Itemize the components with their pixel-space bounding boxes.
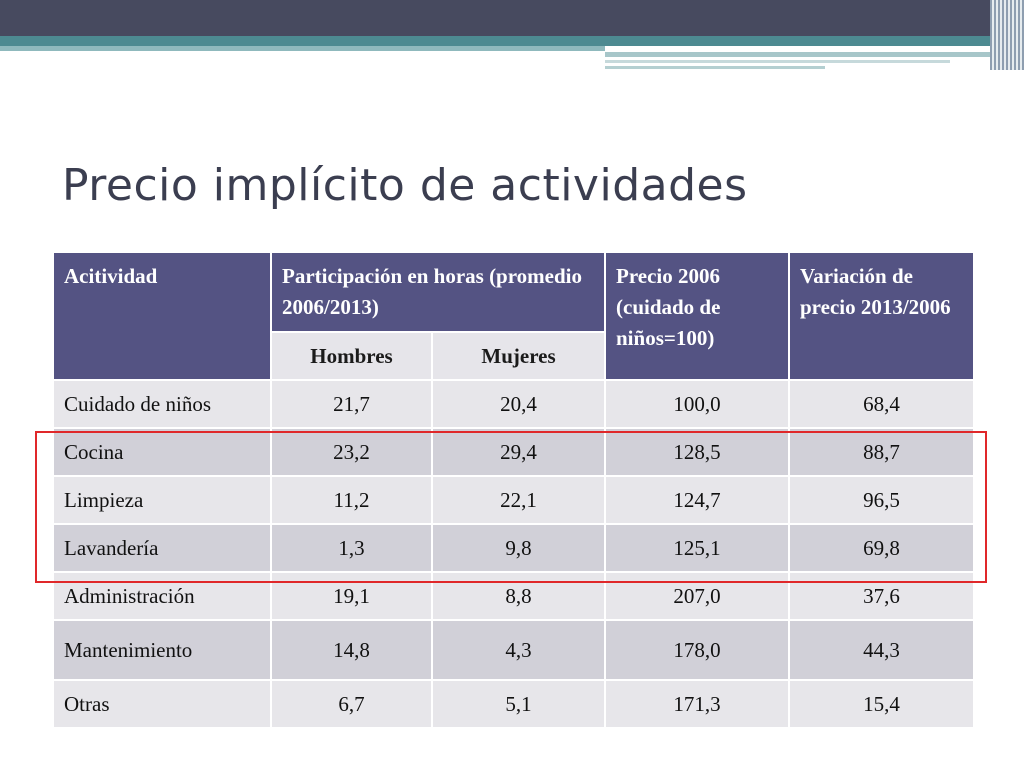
slide-title: Precio implícito de actividades bbox=[62, 160, 748, 211]
cell-price-2006: 125,1 bbox=[604, 523, 790, 573]
cell-women: 8,8 bbox=[431, 571, 606, 621]
header-participation: Participación en horas (promedio 2006/20… bbox=[270, 251, 606, 333]
top-decorative-bar bbox=[0, 0, 1024, 36]
cell-men: 6,7 bbox=[270, 679, 433, 729]
cell-activity: Mantenimiento bbox=[52, 619, 272, 681]
cell-activity: Cuidado de niños bbox=[52, 379, 272, 429]
cell-price-2006: 207,0 bbox=[604, 571, 790, 621]
cell-women: 22,1 bbox=[431, 475, 606, 525]
table-row: Lavandería 1,3 9,8 125,1 69,8 bbox=[52, 523, 975, 573]
cell-variation: 68,4 bbox=[788, 379, 975, 429]
cell-price-2006: 124,7 bbox=[604, 475, 790, 525]
teal-accent-line bbox=[605, 60, 950, 63]
cell-women: 5,1 bbox=[431, 679, 606, 729]
cell-activity: Limpieza bbox=[52, 475, 272, 525]
cell-price-2006: 178,0 bbox=[604, 619, 790, 681]
cell-variation: 96,5 bbox=[788, 475, 975, 525]
cell-variation: 44,3 bbox=[788, 619, 975, 681]
cell-activity: Administración bbox=[52, 571, 272, 621]
cell-activity: Lavandería bbox=[52, 523, 272, 573]
table-row: Mantenimiento 14,8 4,3 178,0 44,3 bbox=[52, 619, 975, 681]
cell-price-2006: 171,3 bbox=[604, 679, 790, 729]
header-variation: Variación de precio 2013/2006 bbox=[788, 251, 975, 381]
table-row: Cocina 23,2 29,4 128,5 88,7 bbox=[52, 427, 975, 477]
cell-women: 9,8 bbox=[431, 523, 606, 573]
cell-women: 20,4 bbox=[431, 379, 606, 429]
cell-price-2006: 100,0 bbox=[604, 379, 790, 429]
table-row: Administración 19,1 8,8 207,0 37,6 bbox=[52, 571, 975, 621]
cell-men: 14,8 bbox=[270, 619, 433, 681]
teal-accent-band bbox=[0, 36, 1000, 46]
cell-activity: Otras bbox=[52, 679, 272, 729]
teal-accent-line bbox=[605, 52, 1000, 57]
cell-women: 4,3 bbox=[431, 619, 606, 681]
cell-men: 11,2 bbox=[270, 475, 433, 525]
teal-accent-line bbox=[0, 46, 605, 51]
cell-women: 29,4 bbox=[431, 427, 606, 477]
decorative-stripes bbox=[990, 0, 1024, 70]
activity-price-table: Acitividad Participación en horas (prome… bbox=[52, 251, 975, 729]
teal-accent-line bbox=[605, 66, 825, 69]
cell-men: 21,7 bbox=[270, 379, 433, 429]
header-men: Hombres bbox=[270, 331, 433, 381]
table-row: Cuidado de niños 21,7 20,4 100,0 68,4 bbox=[52, 379, 975, 429]
table-row: Otras 6,7 5,1 171,3 15,4 bbox=[52, 679, 975, 729]
cell-variation: 69,8 bbox=[788, 523, 975, 573]
cell-variation: 37,6 bbox=[788, 571, 975, 621]
header-activity: Acitividad bbox=[52, 251, 272, 381]
cell-variation: 88,7 bbox=[788, 427, 975, 477]
cell-price-2006: 128,5 bbox=[604, 427, 790, 477]
cell-men: 23,2 bbox=[270, 427, 433, 477]
table-row: Limpieza 11,2 22,1 124,7 96,5 bbox=[52, 475, 975, 525]
header-women: Mujeres bbox=[431, 331, 606, 381]
header-price-2006: Precio 2006 (cuidado de niños=100) bbox=[604, 251, 790, 381]
cell-activity: Cocina bbox=[52, 427, 272, 477]
cell-men: 19,1 bbox=[270, 571, 433, 621]
cell-men: 1,3 bbox=[270, 523, 433, 573]
cell-variation: 15,4 bbox=[788, 679, 975, 729]
